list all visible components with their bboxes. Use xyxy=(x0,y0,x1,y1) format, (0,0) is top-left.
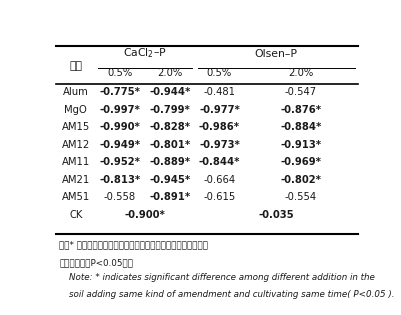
Text: -0.884*: -0.884* xyxy=(280,122,322,132)
Text: MgO: MgO xyxy=(65,105,87,115)
Text: Note: * indicates significant difference among different addition in the: Note: * indicates significant difference… xyxy=(69,273,375,282)
Text: -0.876*: -0.876* xyxy=(281,105,322,115)
Text: 注：* 表示添加同种鬼化剂培养相同时间的土壤不同添加梯度之: 注：* 表示添加同种鬼化剂培养相同时间的土壤不同添加梯度之 xyxy=(59,240,209,249)
Text: AM12: AM12 xyxy=(62,140,90,150)
Text: -0.891*: -0.891* xyxy=(149,192,190,202)
Text: -0.035: -0.035 xyxy=(258,209,294,220)
Text: Olsen–P: Olsen–P xyxy=(255,49,298,59)
Text: CK: CK xyxy=(69,209,83,220)
Text: 处理: 处理 xyxy=(69,61,82,71)
Text: Alum: Alum xyxy=(63,87,89,97)
Text: -0.969*: -0.969* xyxy=(281,157,322,167)
Text: -0.547: -0.547 xyxy=(285,87,317,97)
Text: -0.801*: -0.801* xyxy=(149,140,190,150)
Text: -0.615: -0.615 xyxy=(203,192,236,202)
Text: -0.775*: -0.775* xyxy=(99,87,140,97)
Text: -0.944*: -0.944* xyxy=(149,87,190,97)
Text: AM21: AM21 xyxy=(62,175,90,185)
Text: -0.844*: -0.844* xyxy=(199,157,240,167)
Text: -0.889*: -0.889* xyxy=(149,157,190,167)
Text: -0.997*: -0.997* xyxy=(99,105,140,115)
Text: 2.0%: 2.0% xyxy=(288,68,314,78)
Text: soil adding same kind of amendment and cultivating same time( P<0.05 ).: soil adding same kind of amendment and c… xyxy=(69,290,394,299)
Text: -0.558: -0.558 xyxy=(104,192,136,202)
Text: -0.828*: -0.828* xyxy=(149,122,190,132)
Text: -0.977*: -0.977* xyxy=(199,105,240,115)
Text: -0.973*: -0.973* xyxy=(199,140,240,150)
Text: -0.554: -0.554 xyxy=(285,192,317,202)
Text: -0.949*: -0.949* xyxy=(99,140,141,150)
Text: -0.664: -0.664 xyxy=(203,175,235,185)
Text: AM15: AM15 xyxy=(62,122,90,132)
Text: -0.913*: -0.913* xyxy=(281,140,322,150)
Text: 2.0%: 2.0% xyxy=(157,68,182,78)
Text: -0.802*: -0.802* xyxy=(281,175,322,185)
Text: -0.952*: -0.952* xyxy=(99,157,140,167)
Text: 0.5%: 0.5% xyxy=(207,68,232,78)
Text: -0.900*: -0.900* xyxy=(124,209,165,220)
Text: 间差异显著（P<0.05）。: 间差异显著（P<0.05）。 xyxy=(59,259,134,267)
Text: -0.990*: -0.990* xyxy=(99,122,140,132)
Text: AM11: AM11 xyxy=(62,157,90,167)
Text: -0.986*: -0.986* xyxy=(199,122,240,132)
Text: -0.945*: -0.945* xyxy=(149,175,190,185)
Text: -0.799*: -0.799* xyxy=(149,105,190,115)
Text: -0.813*: -0.813* xyxy=(99,175,141,185)
Text: CaCl$_2$–P: CaCl$_2$–P xyxy=(123,47,167,60)
Text: -0.481: -0.481 xyxy=(203,87,235,97)
Text: 0.5%: 0.5% xyxy=(107,68,133,78)
Text: AM51: AM51 xyxy=(62,192,90,202)
